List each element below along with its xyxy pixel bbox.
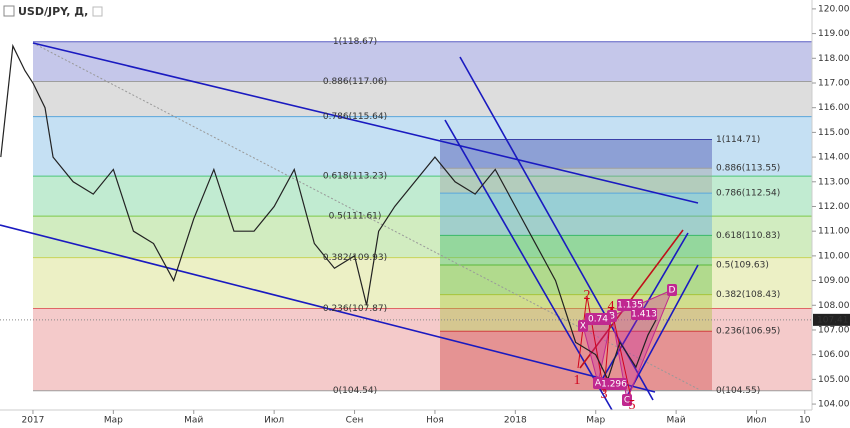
- y-tick-label: 119.00: [818, 29, 850, 39]
- settings-button[interactable]: [92, 6, 103, 17]
- fib-label: 0.236(107.87): [323, 304, 387, 314]
- y-tick-label: 112.00: [818, 202, 850, 212]
- fib-label: 0(104.55): [716, 386, 760, 396]
- y-tick-label: 107.00: [818, 325, 850, 335]
- pattern-point-bg: [622, 394, 632, 406]
- fib-band: [33, 116, 812, 177]
- price-line: [0, 43, 657, 381]
- ratio-bg: [601, 378, 627, 390]
- x-tick-label: Ноя: [426, 416, 444, 426]
- fib-band: [440, 193, 712, 236]
- fib-band: [33, 176, 812, 217]
- pattern-point-bg: [593, 377, 603, 389]
- ratio-label: 0.74: [588, 315, 608, 325]
- fib-label: 0.886(117.06): [323, 77, 387, 87]
- x-tick-label: 2017: [22, 416, 45, 426]
- fib-label: 0.618(110.83): [716, 231, 780, 241]
- y-tick-label: 108.00: [818, 301, 850, 311]
- fib-label: 0.5(109.63): [716, 261, 769, 271]
- fib-band: [33, 41, 812, 82]
- pattern-point: A: [595, 379, 602, 389]
- fib-label: 0(104.54): [333, 386, 377, 396]
- fib-band: [440, 139, 712, 169]
- fib-label: 0.382(109.93): [323, 253, 387, 263]
- fib-label: 0.786(115.64): [323, 112, 387, 122]
- fib-band: [440, 331, 712, 391]
- x-tick-label: Мар: [104, 416, 123, 426]
- x-axis-bg: [0, 410, 812, 428]
- y-tick-label: 113.00: [818, 177, 850, 187]
- symbol-icon[interactable]: [3, 5, 15, 17]
- x-tick-label: Май: [184, 416, 203, 426]
- fib-label: 1(114.71): [716, 135, 760, 145]
- fib-band: [33, 308, 812, 391]
- y-tick-label: 105.00: [818, 375, 850, 385]
- fib-label: 1(118.67): [333, 37, 377, 47]
- fib-label: 0.618(113.23): [323, 172, 387, 182]
- ratio-label: 1.296: [601, 380, 627, 390]
- last-price-label: 107.41: [817, 315, 849, 325]
- x-tick-label: Июл: [264, 416, 284, 426]
- fib-label: 0.786(112.54): [716, 189, 780, 199]
- x-tick-label: Сен: [346, 416, 364, 426]
- x-tick-label: Мар: [586, 416, 605, 426]
- x-tick-label: Май: [667, 416, 686, 426]
- y-tick-label: 111.00: [818, 227, 850, 237]
- y-tick-label: 115.00: [818, 128, 850, 138]
- x-tick-label: 2018: [504, 416, 527, 426]
- pattern-point: X: [580, 322, 586, 332]
- wave-label: 5: [629, 398, 636, 413]
- fib-label: 0.236(106.95): [716, 327, 780, 337]
- pattern-point-bg: [667, 284, 677, 296]
- fib-label: 0.886(113.55): [716, 164, 780, 174]
- y-tick-label: 106.00: [818, 350, 850, 360]
- wave-label: 3: [601, 387, 608, 402]
- y-tick-label: 110.00: [818, 251, 850, 261]
- last-price-box: [813, 313, 850, 326]
- y-tick-label: 118.00: [818, 54, 850, 64]
- x-tick-label: Июл: [746, 416, 766, 426]
- ratio-bg: [631, 308, 657, 320]
- y-tick-label: 114.00: [818, 153, 850, 163]
- fib-band: [33, 81, 812, 117]
- ratio-label: 1.135: [617, 301, 643, 311]
- wave-label: 1: [574, 373, 581, 388]
- fib-band: [440, 294, 712, 332]
- chart-title: USD/JPY, Д,: [18, 5, 88, 18]
- fib-label: 0.382(108.43): [716, 290, 780, 300]
- y-tick-label: 104.00: [818, 400, 850, 410]
- x-tick-label: 10: [799, 416, 811, 426]
- ratio-bg: [585, 313, 611, 325]
- fib-band: [33, 216, 812, 258]
- y-tick-label: 109.00: [818, 276, 850, 286]
- y-axis-bg: [812, 0, 850, 428]
- pattern-point: B: [609, 312, 615, 322]
- pattern-point: C: [624, 396, 630, 406]
- wave-label: 2: [584, 288, 591, 303]
- y-tick-label: 116.00: [818, 103, 850, 113]
- fib-band: [440, 235, 712, 266]
- ratio-label: 1.413: [631, 310, 657, 320]
- y-tick-label: 120.00: [818, 4, 850, 14]
- wave-label: 4: [608, 299, 615, 314]
- pattern-point: D: [669, 286, 676, 296]
- fib-label: 0.5(111.61): [329, 212, 382, 222]
- y-tick-label: 117.00: [818, 78, 850, 88]
